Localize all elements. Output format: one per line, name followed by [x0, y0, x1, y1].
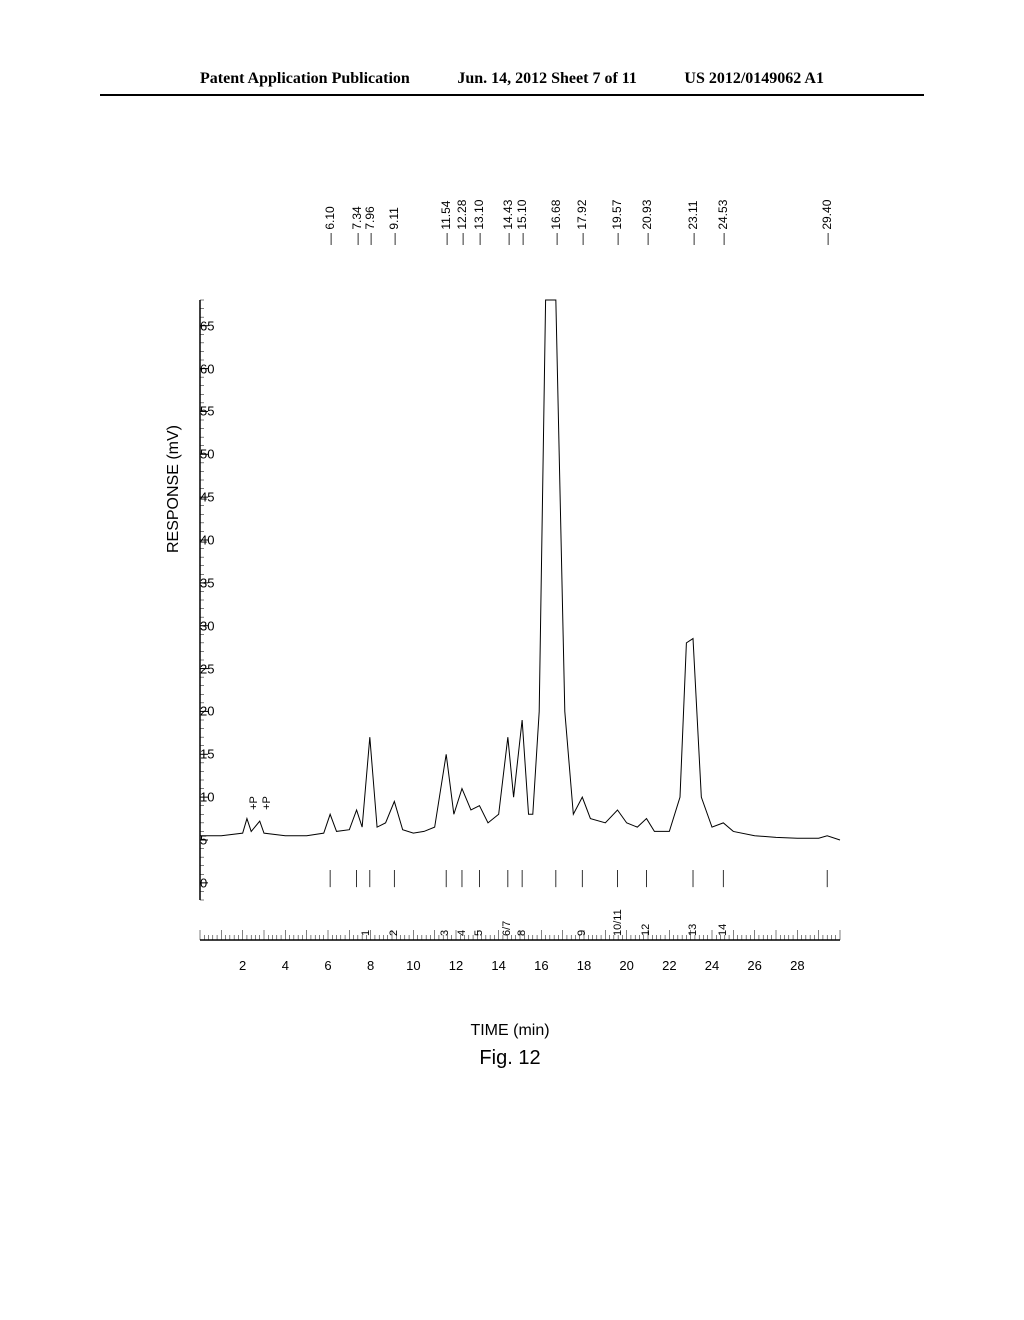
peak-label: — 23.11 — [686, 201, 700, 245]
sub-label: 9 — [576, 930, 588, 936]
figure-label: Fig. 12 — [479, 1047, 540, 1070]
x-tick: 14 — [491, 958, 505, 973]
sub-label: 12 — [640, 924, 652, 936]
peak-label: — 16.68 — [549, 200, 563, 245]
sub-label: 13 — [687, 924, 699, 936]
sub-label: 8 — [516, 930, 528, 936]
page-header: Patent Application Publication Jun. 14, … — [100, 70, 924, 96]
peak-label: — 7.96 — [363, 206, 377, 245]
peak-label: — 11.54 — [439, 201, 453, 245]
sub-label: 4 — [456, 930, 468, 936]
chromatogram-chart: RESPONSE (mV) 05101520253035404550556065… — [160, 280, 860, 980]
x-tick: 26 — [747, 958, 761, 973]
x-tick: 18 — [577, 958, 591, 973]
sub-label: 5 — [473, 930, 485, 936]
pump-marker: +P — [261, 796, 273, 810]
peak-label: — 7.34 — [350, 206, 364, 245]
x-tick: 2 — [239, 958, 246, 973]
sub-label: 6/7 — [501, 921, 513, 936]
peak-label: — 13.10 — [472, 200, 486, 245]
header-right: US 2012/0149062 A1 — [684, 70, 824, 88]
peak-label: — 15.10 — [515, 200, 529, 245]
peak-label: — 12.28 — [455, 200, 469, 245]
sub-label: 14 — [717, 924, 729, 936]
x-tick: 16 — [534, 958, 548, 973]
peak-label: — 14.43 — [501, 200, 515, 245]
peak-label: — 29.40 — [820, 200, 834, 245]
x-tick: 6 — [324, 958, 331, 973]
x-tick: 4 — [282, 958, 289, 973]
sub-label: 1 — [360, 930, 372, 936]
peak-label: — 9.11 — [387, 207, 401, 245]
header-center: Jun. 14, 2012 Sheet 7 of 11 — [457, 70, 637, 88]
peak-label: — 19.57 — [610, 200, 624, 245]
header-left: Patent Application Publication — [200, 70, 410, 88]
sub-label: 10/11 — [612, 909, 624, 936]
pump-marker: +P — [248, 796, 260, 810]
x-tick: 22 — [662, 958, 676, 973]
sub-label: 2 — [388, 930, 400, 936]
sub-label: 3 — [439, 930, 451, 936]
peak-label: — 17.92 — [575, 200, 589, 245]
x-tick: 12 — [449, 958, 463, 973]
x-axis-label: TIME (min) — [470, 1022, 549, 1040]
peak-label: — 24.53 — [716, 200, 730, 245]
chart-svg — [160, 280, 860, 980]
x-tick: 28 — [790, 958, 804, 973]
x-tick: 8 — [367, 958, 374, 973]
x-tick: 10 — [406, 958, 420, 973]
y-axis-label: RESPONSE (mV) — [165, 425, 183, 553]
x-tick: 24 — [705, 958, 719, 973]
x-tick: 20 — [619, 958, 633, 973]
peak-label: — 6.10 — [323, 206, 337, 245]
peak-label: — 20.93 — [640, 200, 654, 245]
